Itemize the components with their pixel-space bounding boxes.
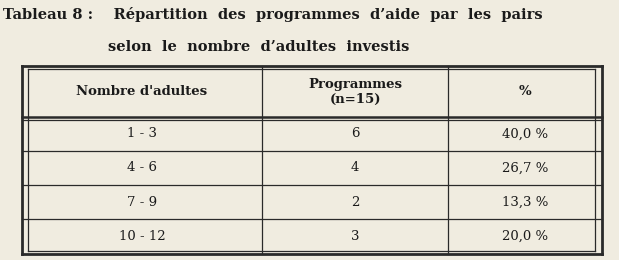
Text: 13,3 %: 13,3 % bbox=[501, 196, 548, 209]
Text: Tableau 8 :    Répartition  des  programmes  d’aide  par  les  pairs: Tableau 8 : Répartition des programmes d… bbox=[3, 6, 543, 22]
Text: 3: 3 bbox=[351, 230, 360, 243]
Text: 4 - 6: 4 - 6 bbox=[127, 161, 157, 174]
Text: Programmes
(n=15): Programmes (n=15) bbox=[308, 77, 402, 106]
Text: 6: 6 bbox=[351, 127, 360, 140]
Text: 40,0 %: 40,0 % bbox=[502, 127, 548, 140]
Text: 10 - 12: 10 - 12 bbox=[119, 230, 165, 243]
Text: %: % bbox=[519, 85, 531, 98]
Text: 7 - 9: 7 - 9 bbox=[127, 196, 157, 209]
Text: selon  le  nombre  d’adultes  investis: selon le nombre d’adultes investis bbox=[108, 40, 410, 54]
Text: 26,7 %: 26,7 % bbox=[501, 161, 548, 174]
Text: 20,0 %: 20,0 % bbox=[502, 230, 548, 243]
Text: Nombre d'adultes: Nombre d'adultes bbox=[77, 85, 207, 98]
Text: 4: 4 bbox=[351, 161, 360, 174]
Text: 1 - 3: 1 - 3 bbox=[127, 127, 157, 140]
Text: 2: 2 bbox=[351, 196, 360, 209]
